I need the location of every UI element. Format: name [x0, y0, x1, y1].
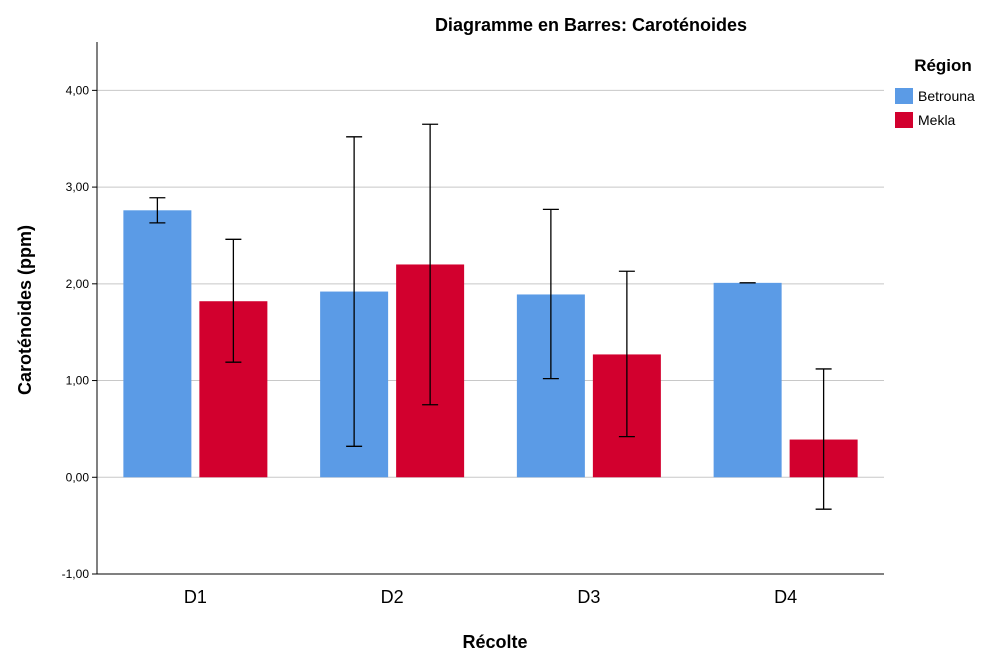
legend-items: Betrouna Mekla	[895, 88, 975, 128]
y-tick-labels: -1,00 0,00 1,00 2,00 3,00 4,00	[62, 83, 97, 581]
x-axis-title: Récolte	[462, 632, 527, 652]
x-tick-label: D1	[184, 587, 207, 607]
legend-label: Mekla	[918, 112, 956, 128]
y-tick-label: 2,00	[66, 277, 90, 291]
x-tick-labels: D1 D2 D3 D4	[184, 587, 797, 607]
legend-swatch	[895, 112, 913, 128]
y-tick-label: 4,00	[66, 83, 90, 97]
axes	[96, 42, 884, 575]
x-tick-label: D2	[381, 587, 404, 607]
legend-label: Betrouna	[918, 88, 975, 104]
legend-title: Région	[914, 56, 972, 75]
legend: Région Betrouna Mekla	[895, 56, 975, 128]
chart-title: Diagramme en Barres: Caroténoides	[435, 15, 747, 35]
y-tick-label: 0,00	[66, 470, 90, 484]
x-tick-label: D3	[577, 587, 600, 607]
legend-swatch	[895, 88, 913, 104]
error-bars	[149, 123, 832, 510]
y-tick-label: 3,00	[66, 180, 90, 194]
x-tick-label: D4	[774, 587, 797, 607]
y-tick-label: 1,00	[66, 374, 90, 388]
y-axis-title: Caroténoides (ppm)	[15, 225, 35, 395]
bar	[123, 210, 192, 478]
y-tick-label: -1,00	[62, 567, 90, 581]
bar	[713, 282, 782, 478]
